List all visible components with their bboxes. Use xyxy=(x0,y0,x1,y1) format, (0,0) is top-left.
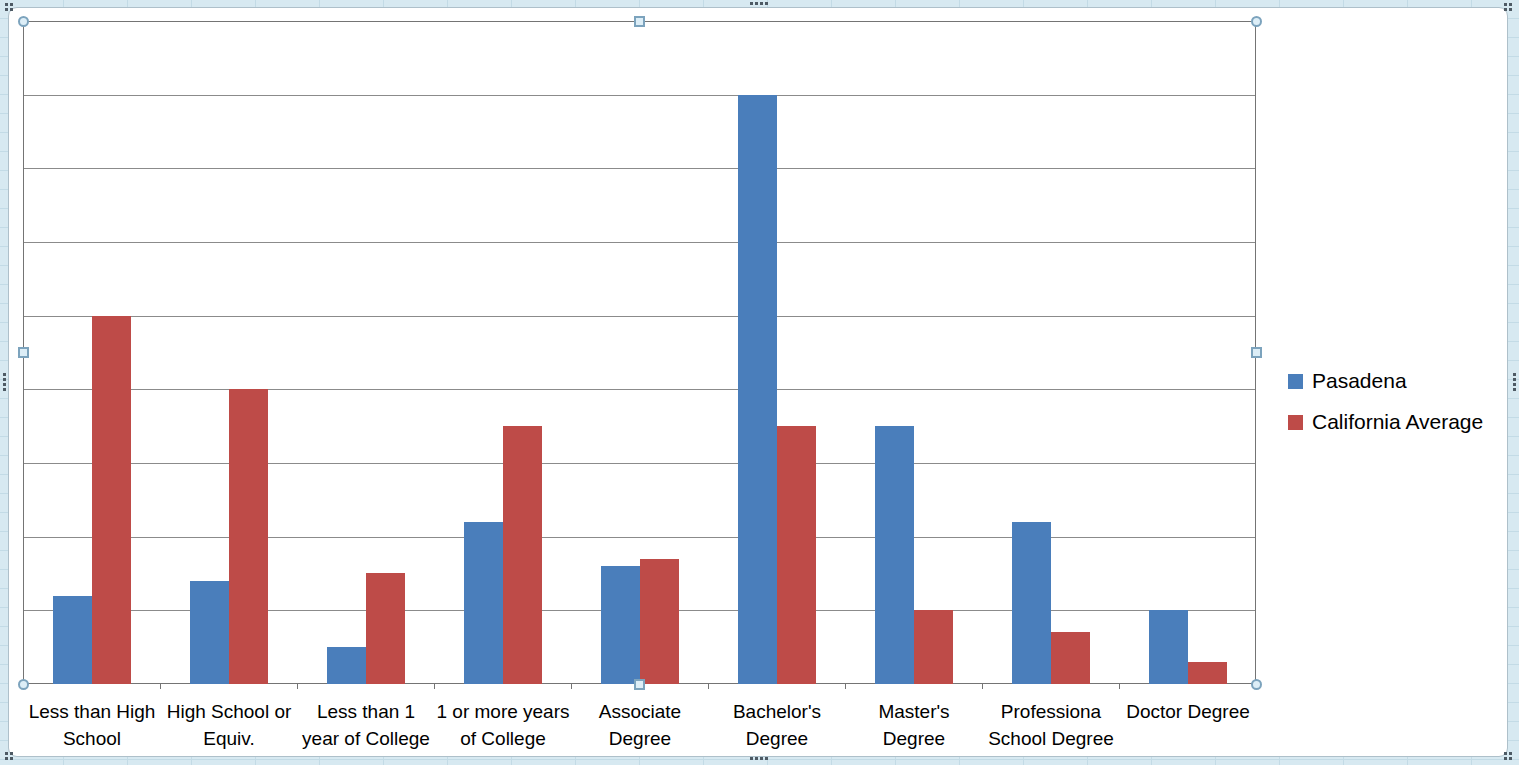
frame-dot xyxy=(1504,752,1507,755)
frame-dot xyxy=(3,388,6,391)
category-label-doctor-degree: Doctor Degree xyxy=(1103,698,1273,725)
frame-dot xyxy=(5,757,8,760)
bar-california-average-bachelor-s-degree[interactable] xyxy=(777,426,816,684)
frame-dot xyxy=(765,757,768,760)
bar-california-average-less-than-high-school[interactable] xyxy=(92,316,131,684)
frame-dot xyxy=(1513,378,1516,381)
frame-dot xyxy=(1509,3,1512,6)
frame-dot xyxy=(1513,388,1516,391)
frame-dot xyxy=(10,752,13,755)
axis-tickmark xyxy=(708,684,709,689)
legend-marker-pasadena xyxy=(1288,374,1303,389)
frame-dot xyxy=(5,8,8,11)
bar-pasadena-professiona-school-degree[interactable] xyxy=(1012,522,1051,684)
bar-california-average-associate-degree[interactable] xyxy=(640,559,679,684)
frame-dot xyxy=(1509,757,1512,760)
frame-dot xyxy=(10,757,13,760)
resize-handle-bottom-left[interactable] xyxy=(18,679,29,690)
bar-pasadena-master-s-degree[interactable] xyxy=(875,426,914,684)
resize-handle-top-right[interactable] xyxy=(1251,16,1262,27)
frame-dot xyxy=(1513,373,1516,376)
bar-pasadena-less-than-1-year-of-college[interactable] xyxy=(327,647,366,684)
frame-dot xyxy=(765,2,768,5)
bar-california-average-less-than-1-year-of-college[interactable] xyxy=(366,573,405,684)
bar-pasadena-doctor-degree[interactable] xyxy=(1149,610,1188,684)
resize-handle-top-center[interactable] xyxy=(634,16,645,27)
axis-tickmark xyxy=(571,684,572,689)
axis-tickmark xyxy=(982,684,983,689)
axis-tickmark xyxy=(845,684,846,689)
bar-california-average-doctor-degree[interactable] xyxy=(1188,662,1227,684)
category-label-line: School Degree xyxy=(966,725,1136,752)
frame-dot xyxy=(1509,752,1512,755)
axis-tickmark xyxy=(1119,684,1120,689)
category-label-line: Doctor Degree xyxy=(1103,698,1273,725)
frame-dot xyxy=(3,383,6,386)
frame-dot xyxy=(1504,8,1507,11)
resize-handle-bottom-center[interactable] xyxy=(634,679,645,690)
frame-dot xyxy=(760,757,763,760)
frame-dot xyxy=(1504,757,1507,760)
axis-tickmark xyxy=(434,684,435,689)
resize-handle-bottom-right[interactable] xyxy=(1251,679,1262,690)
frame-dot xyxy=(3,373,6,376)
legend-label: California Average xyxy=(1312,410,1483,434)
frame-dot xyxy=(750,2,753,5)
frame-dot xyxy=(5,3,8,6)
bar-pasadena-1-or-more-years-of-college[interactable] xyxy=(464,522,503,684)
bar-california-average-professiona-school-degree[interactable] xyxy=(1051,632,1090,684)
bar-pasadena-bachelor-s-degree[interactable] xyxy=(738,95,777,684)
frame-dot xyxy=(1509,8,1512,11)
axis-tickmark xyxy=(160,684,161,689)
excel-worksheet[interactable]: { "chart_data": { "type": "bar", "title"… xyxy=(0,0,1519,765)
bar-california-average-1-or-more-years-of-college[interactable] xyxy=(503,426,542,684)
legend-item-california-average[interactable]: California Average xyxy=(1288,408,1483,436)
frame-dot xyxy=(3,378,6,381)
frame-dot xyxy=(10,3,13,6)
axis-tickmark xyxy=(297,684,298,689)
legend-label: Pasadena xyxy=(1312,369,1407,393)
frame-dot xyxy=(10,8,13,11)
frame-dot xyxy=(1513,383,1516,386)
frame-dot xyxy=(1504,3,1507,6)
resize-handle-top-left[interactable] xyxy=(18,16,29,27)
resize-handle-middle-left[interactable] xyxy=(18,347,29,358)
frame-dot xyxy=(5,752,8,755)
frame-dot xyxy=(750,757,753,760)
bar-pasadena-less-than-high-school[interactable] xyxy=(53,596,92,684)
frame-dot xyxy=(755,757,758,760)
legend-item-pasadena[interactable]: Pasadena xyxy=(1288,367,1407,395)
bar-pasadena-high-school-or-equiv[interactable] xyxy=(190,581,229,684)
frame-dot xyxy=(760,2,763,5)
resize-handle-middle-right[interactable] xyxy=(1251,347,1262,358)
legend-marker-california-average xyxy=(1288,415,1303,430)
bar-california-average-master-s-degree[interactable] xyxy=(914,610,953,684)
bar-pasadena-associate-degree[interactable] xyxy=(601,566,640,684)
frame-dot xyxy=(755,2,758,5)
bar-california-average-high-school-or-equiv[interactable] xyxy=(229,389,268,684)
